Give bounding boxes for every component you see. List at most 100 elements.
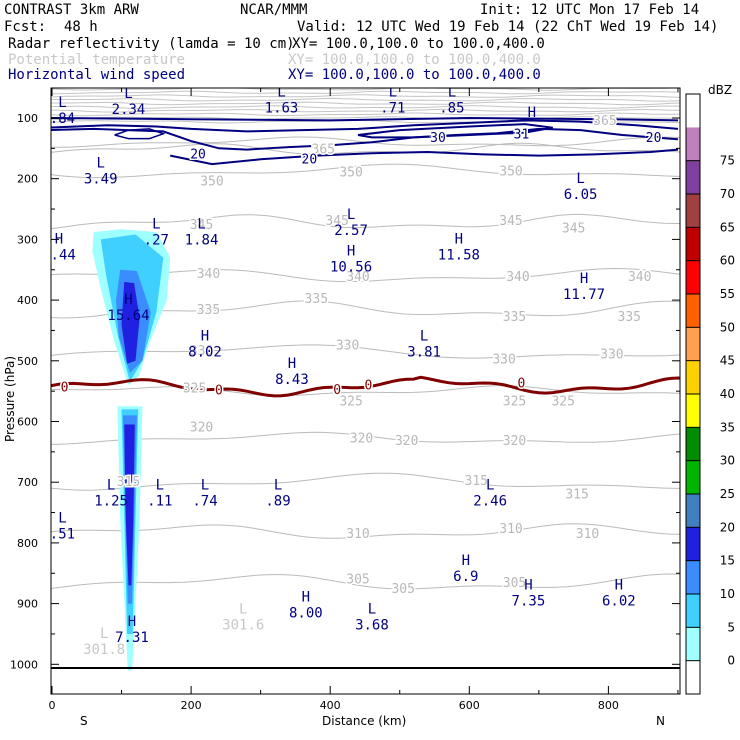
high-marker: H bbox=[128, 614, 136, 630]
wind-speed-label: 20 bbox=[190, 147, 206, 162]
colorbar-label: 25 bbox=[720, 487, 735, 501]
wind-20-contour bbox=[170, 148, 679, 166]
low-marker: L bbox=[420, 329, 428, 345]
field2-xy: XY= 100.0,100.0 to 100.0,400.0 bbox=[288, 52, 541, 68]
colorbar-label: 65 bbox=[720, 220, 735, 234]
theta-label: 320 bbox=[190, 421, 213, 436]
extremum-value: 11.77 bbox=[563, 287, 605, 303]
theta-label: 310 bbox=[576, 527, 599, 542]
extremum-value: 6.9 bbox=[453, 569, 478, 585]
theta-isoline bbox=[51, 431, 680, 445]
theta-label: 330 bbox=[492, 353, 515, 368]
theta-isoline bbox=[51, 105, 680, 109]
y-tick-label: 600 bbox=[17, 416, 38, 429]
low-marker: L bbox=[201, 477, 209, 493]
colorbar-swatch bbox=[686, 194, 700, 228]
refl-20dbz-lower bbox=[124, 424, 135, 586]
theta-label: 350 bbox=[499, 164, 522, 179]
theta-isoline bbox=[51, 573, 680, 590]
low-marker: L bbox=[486, 477, 494, 493]
low-marker: L bbox=[197, 216, 205, 232]
wind-speed-contours bbox=[51, 116, 679, 166]
high-marker: H bbox=[302, 590, 310, 606]
theta-isoline bbox=[51, 213, 680, 230]
theta-label: 315 bbox=[565, 487, 588, 502]
extremum-value: 2.46 bbox=[473, 493, 507, 509]
field2-label: Potential temperature bbox=[8, 52, 185, 68]
colorbar-swatch bbox=[686, 294, 700, 328]
colorbar-label: 70 bbox=[720, 187, 735, 201]
low-marker: L bbox=[347, 207, 355, 223]
theta-isoline bbox=[51, 116, 680, 120]
theta-label: 320 bbox=[350, 431, 373, 446]
colorbar-swatch bbox=[686, 160, 700, 194]
extremum-value: .84 bbox=[50, 111, 75, 127]
plot-area bbox=[51, 88, 680, 694]
y-axis-title: Pressure (hPa) bbox=[3, 356, 17, 442]
x-tick-label: 400 bbox=[320, 699, 341, 712]
colorbar-label: 35 bbox=[720, 420, 735, 434]
high-marker: H bbox=[462, 553, 470, 569]
wind-speed-label: 31 bbox=[514, 127, 530, 142]
theta-isoline bbox=[51, 88, 680, 91]
colorbar-swatch bbox=[686, 560, 700, 594]
theta-label: 305 bbox=[503, 576, 526, 591]
theta-isoline bbox=[51, 101, 680, 106]
extremum-value: 8.00 bbox=[289, 606, 323, 622]
model-title: CONTRAST 3km ARW bbox=[4, 2, 139, 18]
theta-isoline bbox=[51, 523, 680, 539]
wind-20-closed bbox=[114, 128, 166, 140]
theta-label: 325 bbox=[339, 394, 362, 409]
theta-label: 340 bbox=[346, 270, 369, 285]
wind-20-contour bbox=[51, 119, 679, 133]
y-tick-label: 700 bbox=[17, 476, 38, 489]
field1-xy: XY= 100.0,100.0 to 100.0,400.0 bbox=[292, 36, 545, 52]
theta-label: 350 bbox=[339, 166, 362, 181]
theta-label: 320 bbox=[503, 434, 526, 449]
theta-label: 305 bbox=[391, 582, 414, 597]
colorbar-label: 50 bbox=[720, 320, 735, 334]
theta-label: 325 bbox=[551, 394, 574, 409]
theta-label: 315 bbox=[465, 474, 488, 489]
low-marker: L bbox=[107, 477, 115, 493]
theta-label: 310 bbox=[346, 527, 369, 542]
colorbar-swatch bbox=[686, 127, 700, 161]
low-marker: L bbox=[448, 85, 456, 101]
theta-label: 340 bbox=[628, 270, 651, 285]
theta-isoline bbox=[51, 97, 680, 102]
colorbar-swatch bbox=[686, 94, 700, 128]
wind-20-contour bbox=[51, 127, 679, 151]
extremum-value: 8.02 bbox=[188, 345, 222, 361]
extremum-value: 10.56 bbox=[330, 260, 372, 276]
y-tick-label: 100 bbox=[17, 112, 38, 125]
low-marker: L bbox=[58, 95, 66, 111]
wind-speed-label: 30 bbox=[430, 131, 446, 146]
extremum-value: 8.43 bbox=[275, 372, 309, 388]
theta-label: 350 bbox=[200, 175, 223, 190]
colorbar-label: 40 bbox=[720, 387, 735, 401]
high-marker: H bbox=[615, 577, 623, 593]
zero-line-label: 0 bbox=[365, 379, 373, 394]
theta-label: 320 bbox=[395, 434, 418, 449]
extremum-value: .11 bbox=[147, 493, 172, 509]
theta-label: 340 bbox=[506, 270, 529, 285]
low-marker: L bbox=[58, 511, 66, 527]
colorbar-unit: dBZ bbox=[708, 83, 732, 97]
extremum-value: .51 bbox=[50, 527, 75, 543]
fcst-value: 48 h bbox=[64, 19, 98, 35]
low-marker: L bbox=[124, 86, 132, 102]
x-axis-left-end: S bbox=[80, 714, 88, 728]
theta-label: 340 bbox=[197, 267, 220, 282]
theta-label: 335 bbox=[197, 303, 220, 318]
low-marker: L bbox=[389, 85, 397, 101]
colorbar-swatch bbox=[686, 227, 700, 261]
extremum-value: 7.35 bbox=[512, 593, 546, 609]
wind-speed-label: 20 bbox=[646, 131, 662, 146]
colorbar-label: 75 bbox=[720, 154, 735, 168]
high-marker: H bbox=[288, 356, 296, 372]
theta-isoline bbox=[51, 142, 680, 155]
colorbar-label: 60 bbox=[720, 254, 735, 268]
theta-label: 335 bbox=[305, 292, 328, 307]
low-marker: L bbox=[239, 602, 247, 618]
extremum-value: 7.31 bbox=[115, 630, 149, 646]
